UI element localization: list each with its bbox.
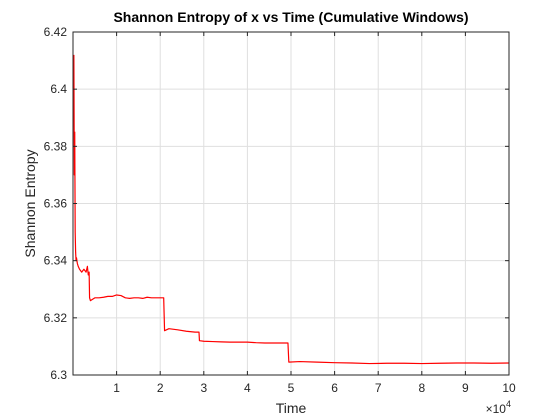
x-tick-label: 2 (157, 381, 164, 395)
x-tick-label: 8 (418, 381, 425, 395)
y-tick-label: 6.3 (50, 368, 67, 382)
x-tick-label: 4 (244, 381, 251, 395)
y-tick-label: 6.42 (44, 25, 68, 39)
x-tick-label: 6 (331, 381, 338, 395)
x-axis-label: Time (276, 400, 307, 416)
x-tick-label: 7 (375, 381, 382, 395)
x-tick-label: 5 (288, 381, 295, 395)
y-tick-label: 6.38 (44, 139, 68, 153)
x-tick-label: 1 (113, 381, 120, 395)
data-layer (73, 54, 510, 365)
y-tick-label: 6.34 (44, 254, 68, 268)
chart-title: Shannon Entropy of x vs Time (Cumulative… (113, 9, 468, 25)
y-axis-label: Shannon Entropy (22, 149, 38, 257)
series-line (73, 54, 510, 365)
x-tick-label: 9 (462, 381, 469, 395)
x-tick-label: 10 (502, 381, 516, 395)
x-tick-label: 3 (200, 381, 207, 395)
y-tick-label: 6.36 (44, 197, 68, 211)
x-axis-multiplier: ×104 (486, 399, 511, 416)
axis-ticks: 1 2 3 4 5 6 7 8 9 10 6.3 6.32 6.34 6.36 6.38 6.4 6.42 (44, 25, 516, 395)
y-tick-label: 6.4 (50, 82, 67, 96)
y-tick-label: 6.32 (44, 311, 68, 325)
x-axis-multiplier-base: ×10 (486, 402, 507, 416)
x-axis-multiplier-exponent: 4 (506, 399, 511, 409)
